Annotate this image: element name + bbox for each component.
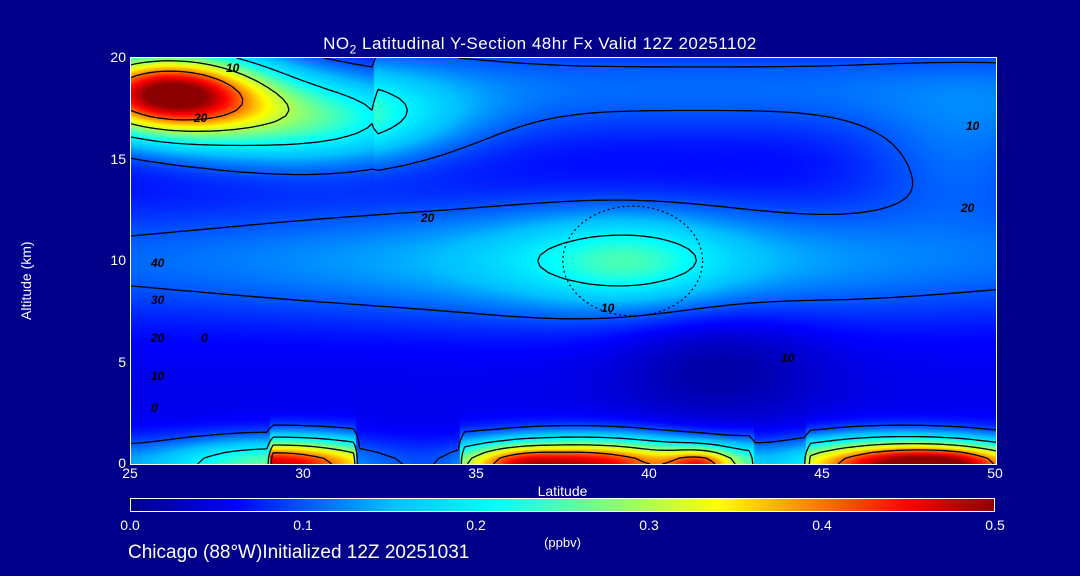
- footer-label: Chicago (88°W)Initialized 12Z 20251031: [128, 542, 469, 564]
- x-tick-50: 50: [985, 465, 1005, 481]
- contour-label-5: 30: [151, 293, 164, 307]
- contour-label-2: 10: [966, 119, 979, 133]
- contour-label-11: 20: [421, 211, 434, 225]
- x-axis-label: Latitude: [130, 483, 995, 499]
- contour-label-9: 0: [201, 331, 208, 345]
- contour-label-7: 10: [151, 369, 164, 383]
- x-tick-45: 45: [812, 465, 832, 481]
- colorbar: [130, 498, 995, 512]
- contour-label-12: 10: [781, 351, 794, 365]
- colorbar-tick-0: 0.0: [115, 517, 145, 533]
- x-tick-35: 35: [466, 465, 486, 481]
- contour-label-6: 20: [151, 331, 164, 345]
- location-label: Chicago (88°W): [128, 542, 262, 563]
- y-tick-15: 15: [104, 151, 126, 167]
- y-axis-label: Altitude (km): [18, 300, 34, 320]
- contour-label-10: 10: [601, 301, 614, 315]
- y-tick-20: 20: [104, 49, 126, 65]
- contour-label-4: 40: [151, 256, 164, 270]
- contour-label-3: 20: [961, 201, 974, 215]
- colorbar-tick-0.3: 0.3: [634, 517, 664, 533]
- x-tick-30: 30: [293, 465, 313, 481]
- contour-label-1: 20: [194, 111, 207, 125]
- contour-label-0: 10: [226, 61, 239, 75]
- chart-root: NO2 Latitudinal Y-Section 48hr Fx Valid …: [0, 0, 1080, 576]
- colorbar-tick-0.4: 0.4: [807, 517, 837, 533]
- contour-lines-overlay: [131, 58, 996, 464]
- contour-label-8: 0: [151, 401, 158, 415]
- y-tick-5: 5: [104, 354, 126, 370]
- x-tick-40: 40: [639, 465, 659, 481]
- chart-title: NO2 Latitudinal Y-Section 48hr Fx Valid …: [0, 34, 1080, 56]
- colorbar-tick-0.5: 0.5: [980, 517, 1010, 533]
- colorbar-tick-0.2: 0.2: [461, 517, 491, 533]
- colorbar-tick-0.1: 0.1: [288, 517, 318, 533]
- plot-area: 10 20 10 20 40 30 20 10 0 0 10 20 10: [130, 57, 997, 465]
- x-tick-25: 25: [120, 465, 140, 481]
- init-label: Initialized 12Z 20251031: [262, 542, 469, 563]
- y-tick-10: 10: [104, 252, 126, 268]
